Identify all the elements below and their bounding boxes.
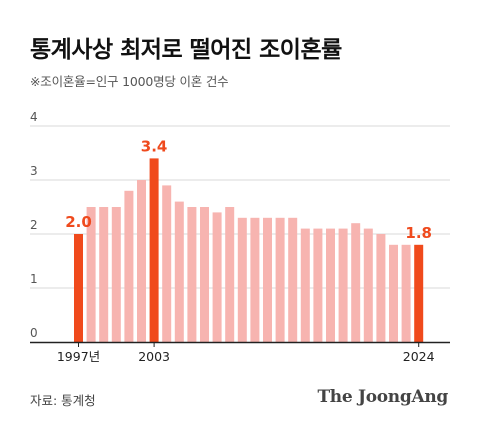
- bar-1999: [99, 207, 109, 342]
- chart-title: 통계사상 최저로 떨어진 조이혼률: [30, 37, 342, 63]
- x-tick-label-2024: 2024: [403, 349, 435, 364]
- bar-2000: [111, 207, 121, 342]
- brand-logo: The JoongAng: [317, 387, 448, 407]
- bar-2006: [187, 207, 197, 342]
- y-tick-label: 4: [30, 110, 38, 124]
- x-tick-label-1997: 1997년: [57, 349, 100, 364]
- bar-2015: [300, 228, 310, 342]
- data-label-2003: 3.4: [141, 137, 168, 155]
- bar-2024: [414, 244, 424, 342]
- bar-2011: [250, 217, 260, 342]
- y-tick-label: 1: [30, 272, 38, 286]
- x-tick-label-2003: 2003: [138, 349, 170, 364]
- y-tick-label: 2: [30, 218, 38, 232]
- bar-2001: [124, 190, 134, 342]
- bar-2003: [149, 158, 159, 342]
- bar-1997: [74, 234, 83, 342]
- bar-2017: [326, 228, 335, 342]
- bar-2023: [401, 244, 411, 342]
- bar-2016: [313, 228, 323, 342]
- y-tick-label: 3: [30, 164, 38, 178]
- bar-2021: [376, 234, 386, 342]
- bar-2010: [237, 217, 247, 342]
- bar-2012: [263, 217, 272, 342]
- source-note: 자료: 통계청: [30, 393, 96, 408]
- bar-2014: [288, 217, 298, 342]
- bar-2019: [351, 223, 361, 342]
- bar-2020: [363, 228, 373, 342]
- bar-1998: [86, 207, 96, 342]
- bar-2002: [137, 180, 146, 342]
- bar-2007: [200, 207, 209, 342]
- bar-2013: [275, 217, 285, 342]
- bar-2005: [174, 201, 184, 342]
- bar-2009: [225, 207, 235, 342]
- data-label-2024: 1.8: [405, 224, 432, 242]
- y-tick-label: 0: [30, 326, 38, 340]
- data-label-1997: 2.0: [65, 213, 92, 231]
- bar-2008: [212, 212, 222, 342]
- bar-2004: [162, 185, 172, 342]
- bar-2022: [389, 244, 398, 342]
- chart-subtitle: ※조이혼율=인구 1000명당 이혼 건수: [30, 74, 229, 89]
- bar-2018: [338, 228, 348, 342]
